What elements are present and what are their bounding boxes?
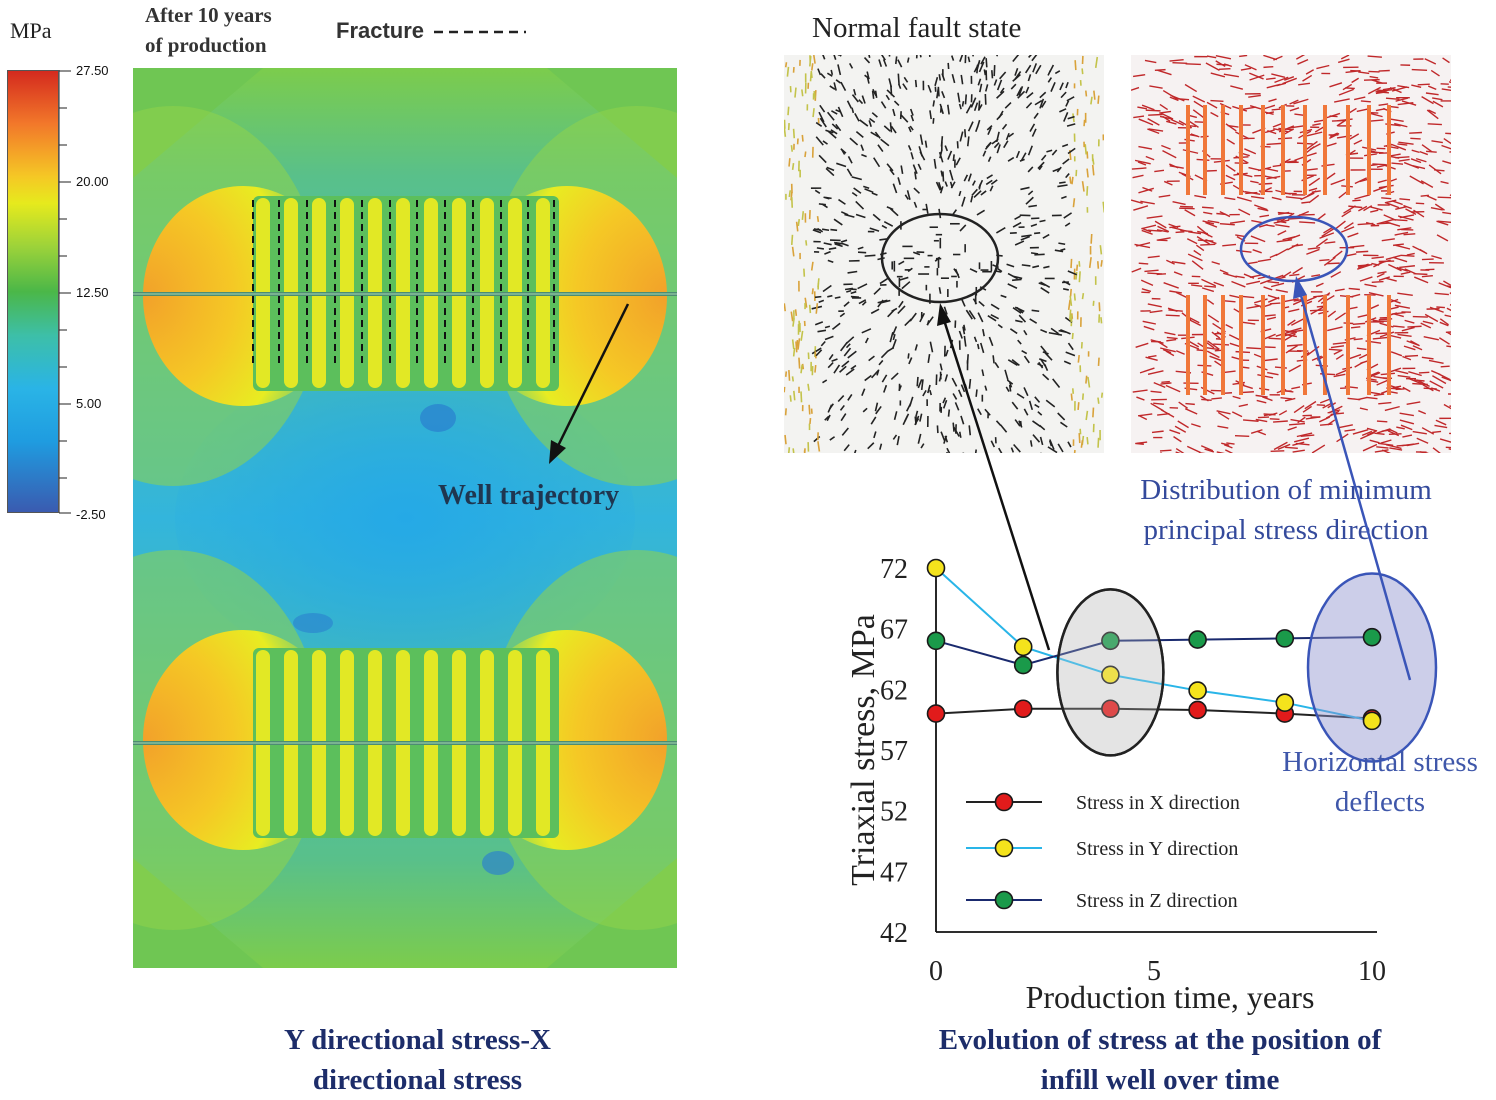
arrow-up-icon [937, 303, 951, 326]
